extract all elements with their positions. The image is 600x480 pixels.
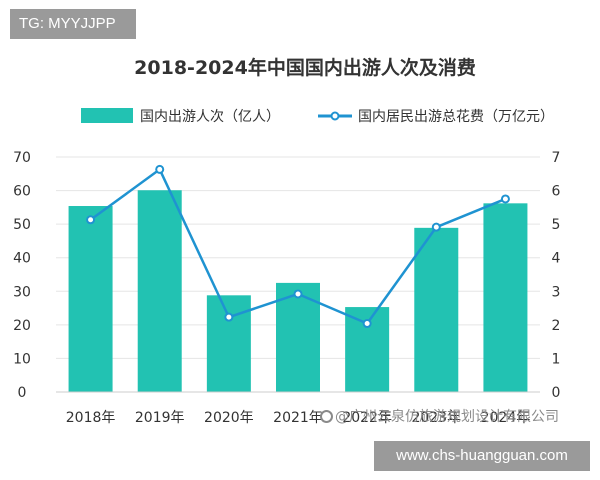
line-point-2023年 xyxy=(431,222,441,232)
x-tick-label: 2018年 xyxy=(66,410,116,426)
y-left-tick-label: 70 xyxy=(13,150,31,166)
y-left-tick-label: 60 xyxy=(13,184,31,200)
x-tick-label: 2021年 xyxy=(273,410,323,426)
y-left-tick-label: 0 xyxy=(18,385,27,401)
x-tick-label: 2019年 xyxy=(135,410,185,426)
line-point-2022年 xyxy=(362,319,372,329)
y-right-tick-label: 1 xyxy=(552,351,561,367)
line-point-2018年 xyxy=(86,215,96,225)
y-right-tick-label: 2 xyxy=(552,318,561,334)
y-right-tick-label: 7 xyxy=(552,150,561,166)
y-left-tick-label: 20 xyxy=(13,318,31,334)
legend-bar-swatch xyxy=(81,108,133,123)
line-point-2024年 xyxy=(500,194,510,204)
y-left-tick-label: 30 xyxy=(13,284,31,300)
x-tick-label: 2023年 xyxy=(411,410,461,426)
bar-2019年 xyxy=(137,190,182,392)
x-tick-label: 2022年 xyxy=(342,410,392,426)
line-point-2020年 xyxy=(224,312,234,322)
legend-line-marker xyxy=(330,111,340,121)
line-point-2021年 xyxy=(293,289,303,299)
bar-2018年 xyxy=(68,206,113,392)
bar-2024年 xyxy=(483,203,528,392)
y-left-tick-label: 40 xyxy=(13,251,31,267)
y-left-tick-label: 10 xyxy=(13,351,31,367)
line-point-2019年 xyxy=(155,164,165,174)
y-right-tick-label: 3 xyxy=(552,284,561,300)
y-left-tick-label: 50 xyxy=(13,217,31,233)
bar-2020年 xyxy=(206,295,251,392)
y-right-tick-label: 5 xyxy=(552,217,561,233)
header-tag: TG: MYYJJPP xyxy=(10,9,136,39)
x-tick-label: 2024年 xyxy=(481,410,531,426)
y-right-tick-label: 4 xyxy=(552,251,561,267)
watermark: @广州云泉仿旅游规划设计有限公司 xyxy=(320,406,559,426)
y-right-tick-label: 0 xyxy=(552,385,561,401)
x-tick-label: 2020年 xyxy=(204,410,254,426)
chart-title: 2018-2024年中国国内出游人次及消费 xyxy=(134,56,476,79)
watermark-logo-icon xyxy=(320,410,333,423)
y-right-tick-label: 6 xyxy=(552,184,561,200)
footer-url: www.chs-huangguan.com xyxy=(374,441,590,471)
bar-2023年 xyxy=(414,227,459,392)
watermark-text: @广州云泉仿旅游规划设计有限公司 xyxy=(335,409,559,425)
legend-bar-label: 国内出游人次（亿人） xyxy=(140,109,280,125)
legend-line-label: 国内居民出游总花费（万亿元） xyxy=(358,109,554,125)
